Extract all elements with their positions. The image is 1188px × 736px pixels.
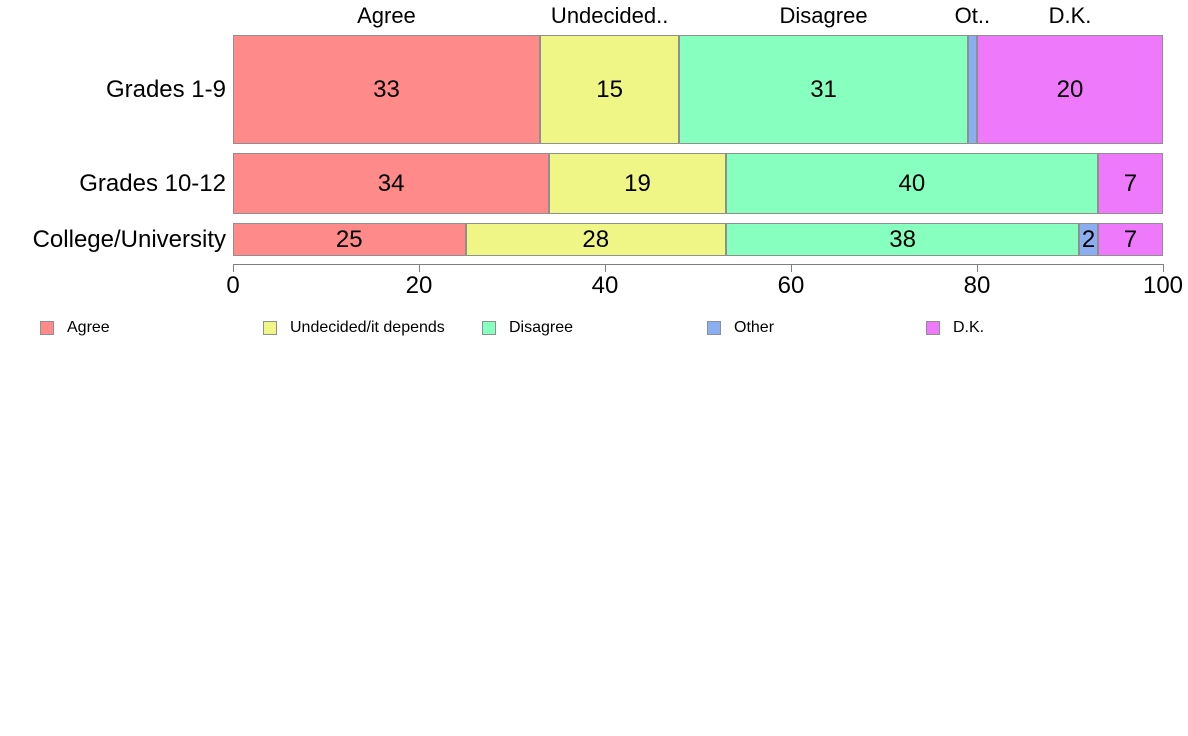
segment-value: 15 bbox=[596, 75, 623, 103]
bar-row: 25 28 38 2 7 bbox=[233, 223, 1163, 256]
x-axis-tick bbox=[605, 264, 606, 272]
bar-segment-agree: 25 bbox=[233, 223, 466, 256]
segment-value: 38 bbox=[889, 225, 916, 253]
column-header: D.K. bbox=[1048, 3, 1092, 28]
legend-label: Disagree bbox=[509, 319, 574, 336]
category-label: Grades 1-9 bbox=[105, 75, 226, 103]
segment-value: 2 bbox=[1081, 225, 1096, 253]
legend-swatch bbox=[263, 321, 277, 335]
legend-label: D.K. bbox=[953, 319, 985, 336]
legend-label: Undecided/it depends bbox=[290, 319, 445, 336]
segment-value: 33 bbox=[373, 75, 400, 103]
segment-value: 31 bbox=[810, 75, 837, 103]
segment-value: 28 bbox=[582, 225, 610, 253]
legend-item: D.K. bbox=[926, 319, 984, 337]
column-header: Agree bbox=[357, 3, 416, 28]
bar-segment-undecided-it-depends: 28 bbox=[465, 223, 726, 256]
bar-row: 33 15 31 20 bbox=[233, 35, 1163, 144]
bar-row: 34 19 40 7 bbox=[233, 153, 1163, 214]
bar-segment-other: 2 bbox=[1079, 223, 1098, 256]
column-header: Disagree bbox=[779, 3, 868, 28]
bar-segment-d-k: 20 bbox=[976, 35, 1163, 144]
legend-swatch bbox=[482, 321, 496, 335]
x-axis-tick-label: 80 bbox=[963, 272, 991, 299]
x-axis-tick bbox=[791, 264, 792, 272]
bar-segment-undecided-it-depends: 19 bbox=[549, 153, 726, 214]
segment-value: 7 bbox=[1123, 225, 1138, 253]
bar-segment-agree: 34 bbox=[233, 153, 550, 214]
x-axis-tick bbox=[233, 264, 234, 272]
column-header: Undecided.. bbox=[550, 3, 669, 28]
bar-segment-disagree: 40 bbox=[725, 153, 1098, 214]
category-label: Grades 10-12 bbox=[79, 169, 226, 197]
bar-segment-disagree: 38 bbox=[725, 223, 1080, 256]
legend-label: Other bbox=[734, 319, 775, 336]
legend-item: Agree bbox=[40, 319, 110, 337]
x-axis-tick-label: 20 bbox=[405, 272, 433, 299]
legend-item: Undecided/it depends bbox=[263, 319, 445, 337]
x-axis-tick-label: 60 bbox=[777, 272, 805, 299]
bar-segment-d-k: 7 bbox=[1097, 223, 1163, 256]
bar-segment-d-k: 7 bbox=[1097, 153, 1163, 214]
x-axis-tick bbox=[419, 264, 420, 272]
bar-segment-other bbox=[967, 35, 977, 144]
x-axis-tick-label: 100 bbox=[1142, 272, 1184, 299]
x-axis-tick-label: 0 bbox=[226, 272, 240, 299]
bar-segment-agree: 33 bbox=[233, 35, 540, 144]
segment-value: 7 bbox=[1123, 169, 1138, 197]
segment-value: 20 bbox=[1056, 75, 1084, 103]
x-axis-tick-label: 40 bbox=[591, 272, 619, 299]
segment-value: 34 bbox=[377, 169, 405, 197]
legend-swatch bbox=[926, 321, 940, 335]
segment-value: 25 bbox=[335, 225, 363, 253]
bar-segment-disagree: 31 bbox=[679, 35, 968, 144]
column-header: Ot.. bbox=[954, 3, 991, 28]
category-label: College/University bbox=[32, 225, 226, 253]
segment-value: 19 bbox=[624, 169, 651, 197]
legend-item: Disagree bbox=[482, 319, 573, 337]
legend-swatch bbox=[707, 321, 721, 335]
legend-label: Agree bbox=[67, 319, 110, 336]
bar-segment-undecided-it-depends: 15 bbox=[539, 35, 680, 144]
segment-value: 40 bbox=[898, 169, 926, 197]
x-axis-tick bbox=[977, 264, 978, 272]
x-axis-tick bbox=[1163, 264, 1164, 272]
legend-item: Other bbox=[707, 319, 774, 337]
legend-swatch bbox=[40, 321, 54, 335]
x-axis-line bbox=[233, 264, 1164, 265]
